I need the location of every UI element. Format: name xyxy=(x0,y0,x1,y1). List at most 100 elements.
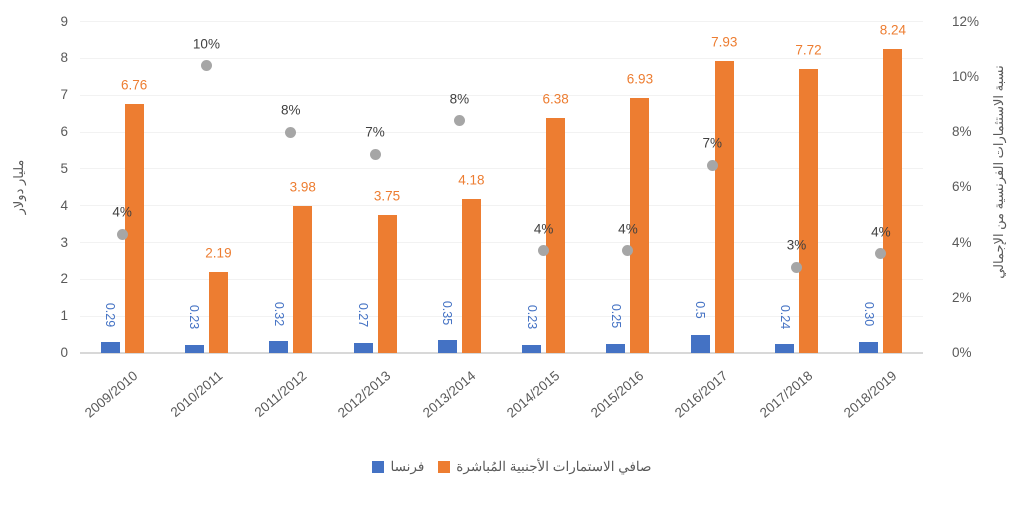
bar-france xyxy=(775,344,795,353)
bar-france-value: 0.32 xyxy=(271,301,286,326)
bar-france xyxy=(100,342,120,353)
x-axis-category: 2013/2014 xyxy=(419,368,479,421)
bar-france-value: 0.23 xyxy=(524,304,539,330)
bar-france xyxy=(859,341,879,353)
gridline xyxy=(80,21,923,22)
left-axis-tick: 8 xyxy=(60,50,68,66)
bar-fdi xyxy=(461,199,481,353)
left-axis-tick: 6 xyxy=(60,124,68,139)
bar-fdi-value: 3.75 xyxy=(373,188,401,204)
percent-dot xyxy=(369,148,381,160)
gridline xyxy=(80,131,923,133)
bar-fdi-value: 3.98 xyxy=(289,179,316,195)
right-axis-tick: 2% xyxy=(952,289,972,305)
bar-france xyxy=(522,344,542,353)
legend-label-france: فرنسا xyxy=(390,459,425,474)
bar-fdi xyxy=(883,49,903,353)
percent-value: 3% xyxy=(786,237,807,253)
legend-swatch-fdi xyxy=(438,461,451,473)
x-axis-category: 2015/2016 xyxy=(588,368,647,421)
x-axis-category: 2017/2018 xyxy=(756,368,816,421)
percent-value: 8% xyxy=(280,102,301,118)
percent-value: 4% xyxy=(112,204,132,220)
percent-value: 4% xyxy=(871,224,891,240)
x-axis-category: 2016/2017 xyxy=(672,368,731,421)
bar-fdi xyxy=(546,118,566,353)
bar-france-value: 0.24 xyxy=(777,304,792,329)
x-axis-category: 2009/2010 xyxy=(82,368,141,421)
right-axis-tick: 8% xyxy=(952,124,972,139)
bar-france xyxy=(437,340,457,353)
bar-france xyxy=(353,343,373,353)
bar-fdi xyxy=(799,68,819,353)
percent-value: 4% xyxy=(533,221,554,237)
legend: فرنسا صافي الاستمارات الأجنبية المُباشرة xyxy=(0,459,1024,475)
percent-value: 4% xyxy=(618,221,638,237)
percent-value: 7% xyxy=(365,124,385,140)
left-axis-tick: 4 xyxy=(60,197,68,213)
gridline xyxy=(80,57,923,59)
bar-fdi-value: 6.38 xyxy=(542,91,569,107)
bar-fdi-value: 6.76 xyxy=(121,77,148,93)
bar-fdi xyxy=(630,97,650,353)
bar-france-value: 0.35 xyxy=(440,300,455,325)
bar-france-value: 0.5 xyxy=(693,301,708,320)
left-axis-tick: 0 xyxy=(60,345,68,360)
left-axis-tick: 5 xyxy=(60,160,68,176)
percent-dot xyxy=(538,245,550,257)
bar-fdi-value: 7.72 xyxy=(795,42,822,58)
bar-france xyxy=(690,334,710,353)
bar-france xyxy=(606,343,626,353)
right-axis-tick: 12% xyxy=(952,13,980,29)
left-axis-tick: 2 xyxy=(60,271,68,287)
x-axis-category: 2011/2012 xyxy=(251,368,310,420)
bar-france-value: 0.25 xyxy=(608,304,623,329)
percent-dot xyxy=(791,261,803,273)
left-axis-title: مليار دولار xyxy=(11,159,26,215)
percent-dot xyxy=(200,60,212,72)
gridline xyxy=(80,168,923,170)
bar-france xyxy=(269,341,289,353)
percent-dot xyxy=(622,245,634,257)
bar-france-value: 0.29 xyxy=(103,302,118,327)
bar-fdi xyxy=(124,104,144,353)
percent-value: 10% xyxy=(192,36,220,52)
bar-fdi-value: 7.93 xyxy=(711,34,738,50)
right-axis-tick: 4% xyxy=(952,234,972,250)
gridline xyxy=(80,278,923,280)
x-axis-category: 2018/2019 xyxy=(840,368,900,421)
legend-item-france: فرنسا xyxy=(372,459,424,475)
legend-label-fdi: صافي الاستمارات الأجنبية المُباشرة xyxy=(456,459,652,474)
x-axis-category: 2014/2015 xyxy=(503,368,563,421)
left-axis-tick: 3 xyxy=(60,234,68,250)
percent-value: 7% xyxy=(702,135,723,151)
percent-value: 8% xyxy=(449,91,470,107)
bar-fdi-value: 4.18 xyxy=(458,172,485,188)
left-axis-tick: 7 xyxy=(60,87,68,103)
bar-fdi xyxy=(293,206,313,353)
percent-dot xyxy=(875,248,887,260)
percent-dot xyxy=(453,115,465,127)
right-axis-tick: 0% xyxy=(952,345,972,360)
left-axis-tick: 1 xyxy=(60,308,68,324)
gridline xyxy=(80,94,923,96)
gridline xyxy=(80,205,923,207)
x-axis-category: 2012/2013 xyxy=(335,368,394,421)
gridline xyxy=(80,315,923,317)
bar-fdi-value: 2.19 xyxy=(205,245,232,261)
x-axis-line xyxy=(80,352,923,354)
bar-fdi xyxy=(714,60,734,353)
bar-france-value: 0.27 xyxy=(356,303,371,328)
x-axis-category: 2010/2011 xyxy=(167,368,226,420)
bar-fdi-value: 8.24 xyxy=(879,22,906,38)
legend-item-fdi: صافي الاستمارات الأجنبية المُباشرة xyxy=(438,459,652,475)
bar-france-value: 0.30 xyxy=(861,302,876,327)
right-axis-tick: 10% xyxy=(952,68,980,84)
bar-france-value: 0.23 xyxy=(187,304,202,330)
legend-swatch-france xyxy=(372,461,385,473)
gridline xyxy=(80,242,923,243)
left-axis-tick: 9 xyxy=(60,13,68,29)
percent-dot xyxy=(706,159,718,171)
bar-fdi-value: 6.93 xyxy=(626,71,654,87)
